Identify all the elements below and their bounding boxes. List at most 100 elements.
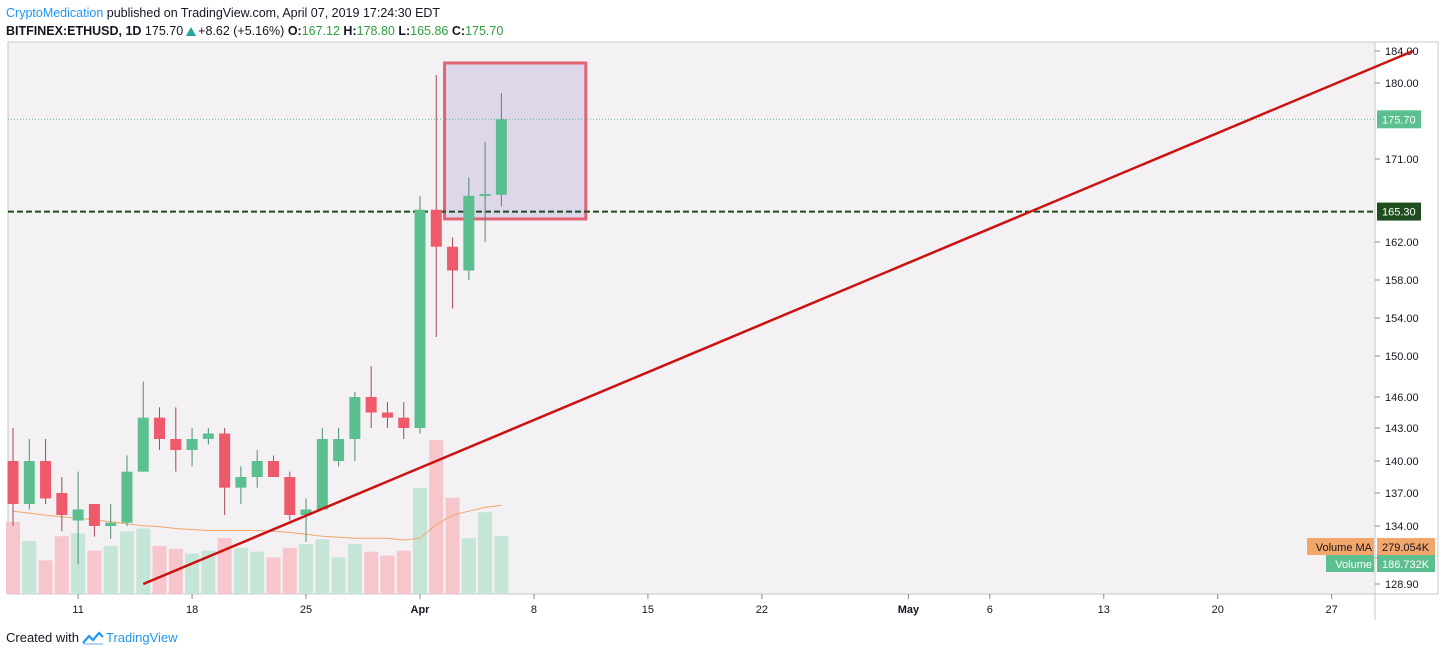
chart-header: CryptoMedication published on TradingVie…	[6, 4, 503, 40]
open-value: 167.12	[301, 24, 340, 38]
candle-body	[495, 119, 507, 195]
volume-bar	[136, 528, 151, 594]
volume-bar	[282, 547, 297, 594]
symbol-label: BITFINEX:ETHUSD, 1D	[6, 24, 142, 38]
candle-body	[186, 439, 198, 450]
created-with-label: Created with	[6, 630, 79, 645]
footer: Created with TradingView	[6, 630, 178, 645]
candle-body	[463, 195, 475, 271]
legend-label-box	[1307, 538, 1374, 555]
volume-bar	[87, 550, 102, 594]
author-link[interactable]: CryptoMedication	[6, 6, 104, 20]
x-tick-label: 18	[186, 604, 198, 616]
candle-body	[414, 209, 426, 428]
candle-body	[284, 477, 296, 515]
candle-body	[121, 471, 133, 523]
candle-body	[333, 439, 345, 461]
high-value: 178.80	[356, 24, 395, 38]
candle-body	[105, 522, 117, 526]
candle-body	[447, 246, 459, 271]
y-tick-label: 140.00	[1385, 456, 1419, 468]
volume-bar	[494, 536, 509, 594]
volume-bar	[315, 539, 330, 594]
legend-value: 186.732K	[1382, 559, 1430, 571]
y-tick-label: 137.00	[1385, 488, 1419, 500]
candle-body	[170, 439, 182, 450]
candle-body	[23, 461, 35, 504]
last-price-badge	[1377, 110, 1421, 129]
tradingview-link[interactable]: TradingView	[82, 630, 178, 645]
candle-body	[430, 209, 442, 247]
legend-value: 279.054K	[1382, 542, 1430, 554]
high-label: H:	[343, 24, 357, 38]
y-tick-label: 184.00	[1385, 46, 1419, 58]
candle-body	[154, 417, 166, 439]
legend-label: Volume MA	[1316, 542, 1373, 554]
x-tick-label: 27	[1326, 604, 1338, 616]
candle-body	[235, 477, 247, 488]
volume-bar	[445, 497, 460, 594]
y-tick-label: 128.90	[1385, 579, 1419, 591]
candle-body	[202, 433, 214, 439]
volume-bar	[266, 557, 281, 594]
y-tick-label: 180.00	[1385, 78, 1419, 90]
y-tick-label: 146.00	[1385, 392, 1419, 404]
volume-bar	[201, 550, 216, 594]
legend-value-box	[1377, 538, 1435, 555]
last-price: 175.70	[144, 24, 184, 38]
candle-body	[398, 417, 410, 428]
open-label: O:	[287, 24, 302, 38]
volume-bar	[103, 545, 118, 594]
price-change: +8.62 (+5.16%)	[198, 24, 285, 38]
volume-bar	[413, 488, 427, 594]
volume-bar	[119, 531, 134, 594]
support-label: 165.30	[1382, 207, 1416, 219]
candle-body	[300, 509, 312, 515]
volume-bar	[331, 557, 346, 594]
volume-bar	[347, 543, 362, 594]
tradingview-logo-icon	[82, 630, 104, 645]
y-tick-label: 154.00	[1385, 313, 1419, 325]
close-label: C:	[451, 24, 466, 38]
volume-bar	[233, 547, 248, 594]
trendline	[142, 49, 1414, 586]
candle-body	[365, 397, 377, 413]
x-tick-label: Apr	[411, 604, 431, 616]
volume-bar	[152, 545, 167, 594]
y-tick-label: 134.00	[1385, 521, 1419, 533]
candlestick-chart[interactable]: 184.00 180.00 171.00 162.00 158.00 154.00 150.…	[0, 0, 1444, 628]
volume-bar	[22, 541, 37, 594]
up-arrow-icon	[186, 27, 197, 36]
legend-label-box	[1326, 555, 1374, 572]
legend-label: Volume	[1335, 559, 1372, 571]
x-tick-label: 6	[987, 604, 993, 616]
volume-bar	[185, 553, 200, 594]
volume-bar	[461, 538, 476, 594]
candle-body	[479, 194, 491, 197]
y-tick-label: 150.00	[1385, 351, 1419, 363]
volume-bar	[54, 536, 69, 594]
volume-bar	[250, 551, 265, 594]
volume-bar	[38, 560, 53, 594]
volume-bar	[478, 512, 493, 594]
ohlc-line: BITFINEX:ETHUSD, 1D 175.70 +8.62 (+5.16%)…	[6, 22, 503, 40]
x-tick-label: 11	[72, 604, 83, 616]
x-tick-label: 25	[300, 604, 312, 616]
x-tick-label: 13	[1098, 604, 1110, 616]
volume-bar	[6, 521, 20, 594]
tradingview-brand: TradingView	[105, 630, 178, 645]
x-tick-label: 22	[756, 604, 768, 616]
low-value: 165.86	[410, 24, 449, 38]
publish-info: published on TradingView.com, April 07, …	[106, 6, 441, 20]
volume-bar	[364, 551, 379, 594]
candle-body	[137, 417, 149, 472]
volume-bar	[299, 543, 314, 594]
candle-body	[316, 439, 328, 510]
candle-body	[7, 461, 19, 504]
highlight-rectangle	[443, 61, 588, 221]
candle-body	[72, 509, 84, 521]
candle-body	[349, 397, 361, 439]
y-tick-label: 158.00	[1385, 275, 1419, 287]
volume-bar	[429, 440, 444, 594]
close-value: 175.70	[465, 24, 504, 38]
